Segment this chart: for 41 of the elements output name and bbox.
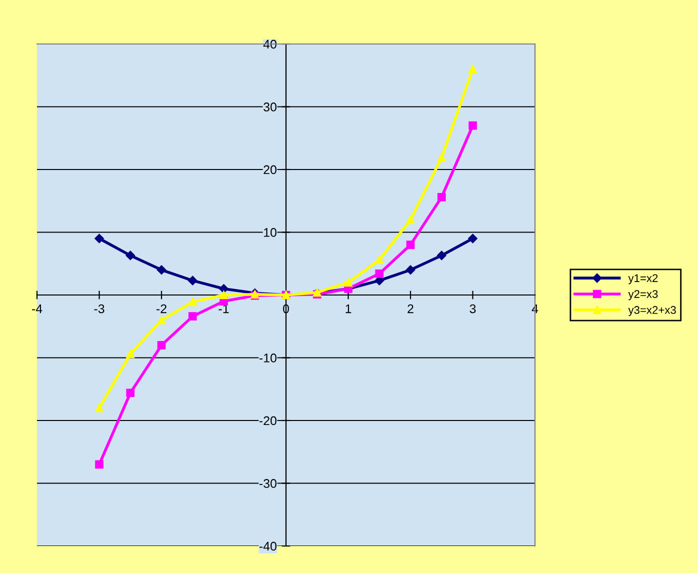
point	[375, 270, 384, 278]
point	[157, 316, 166, 324]
point	[126, 388, 135, 398]
x-tick-label: -4	[32, 304, 42, 314]
point	[437, 250, 446, 260]
point	[188, 276, 198, 286]
point	[437, 153, 446, 162]
y-tick-label: 30	[264, 102, 276, 112]
x-tick-label: -3	[94, 304, 104, 314]
point	[375, 256, 384, 264]
x-tick-label: 2	[408, 304, 414, 314]
point	[157, 341, 166, 350]
point	[156, 265, 166, 275]
legend-label: y1=x2	[628, 274, 658, 284]
x-tick-label: -2	[156, 304, 166, 314]
y-tick-label: -20	[259, 416, 276, 426]
point	[188, 298, 197, 306]
point	[95, 404, 104, 412]
point	[468, 121, 477, 130]
point	[468, 234, 478, 244]
point	[188, 312, 197, 320]
point	[406, 240, 415, 249]
point	[344, 278, 352, 287]
legend-label: y3=x2+x3	[628, 306, 676, 316]
x-tick-label: 3	[470, 304, 476, 314]
legend-label: y2=x3	[628, 290, 658, 300]
point	[406, 265, 416, 275]
point	[126, 350, 135, 358]
x-tick-label: 1	[346, 304, 352, 314]
point	[437, 192, 446, 202]
point	[126, 250, 135, 260]
point	[95, 460, 104, 469]
point	[468, 64, 477, 74]
y-tick-label: -30	[259, 479, 276, 488]
y-tick-label: 20	[264, 165, 276, 174]
point	[406, 216, 415, 224]
point	[220, 290, 228, 300]
y-tick-label: -10	[259, 354, 276, 362]
point	[94, 234, 104, 244]
y-tick-label: -40	[259, 542, 276, 551]
y-tick-label: 10	[264, 228, 276, 237]
